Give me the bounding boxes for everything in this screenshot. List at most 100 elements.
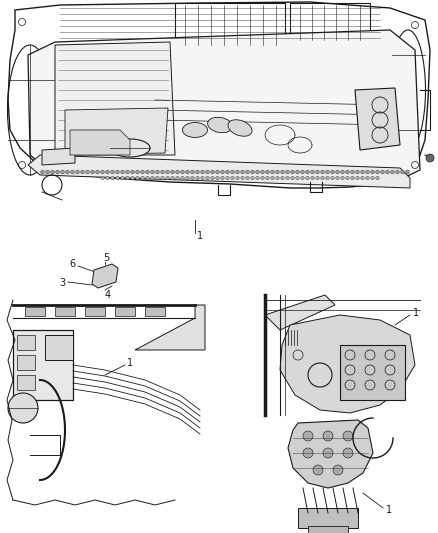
Polygon shape xyxy=(135,305,205,350)
Circle shape xyxy=(300,170,304,174)
Circle shape xyxy=(106,176,109,180)
Circle shape xyxy=(370,170,374,174)
Circle shape xyxy=(125,170,129,174)
Text: 1: 1 xyxy=(197,231,203,241)
Circle shape xyxy=(310,176,314,180)
Circle shape xyxy=(395,170,399,174)
Polygon shape xyxy=(279,315,414,413)
Polygon shape xyxy=(287,420,372,488)
Circle shape xyxy=(405,170,409,174)
Circle shape xyxy=(275,176,279,180)
Circle shape xyxy=(150,170,154,174)
Circle shape xyxy=(290,176,293,180)
Circle shape xyxy=(160,176,164,180)
Circle shape xyxy=(225,176,229,180)
Circle shape xyxy=(230,176,234,180)
Circle shape xyxy=(340,170,344,174)
Circle shape xyxy=(370,176,374,180)
Circle shape xyxy=(220,176,224,180)
Circle shape xyxy=(295,176,299,180)
Bar xyxy=(45,335,73,360)
Polygon shape xyxy=(55,42,175,155)
Circle shape xyxy=(200,170,204,174)
Circle shape xyxy=(215,170,219,174)
Circle shape xyxy=(330,176,334,180)
Circle shape xyxy=(115,170,119,174)
Circle shape xyxy=(300,176,304,180)
Circle shape xyxy=(135,176,139,180)
Circle shape xyxy=(170,176,174,180)
Circle shape xyxy=(185,176,189,180)
Bar xyxy=(55,307,75,316)
Circle shape xyxy=(145,176,149,180)
Circle shape xyxy=(320,170,324,174)
Circle shape xyxy=(305,170,309,174)
Bar xyxy=(85,307,105,316)
Circle shape xyxy=(65,170,69,174)
Circle shape xyxy=(60,170,64,174)
Circle shape xyxy=(155,170,159,174)
Circle shape xyxy=(260,170,264,174)
Circle shape xyxy=(265,176,268,180)
Circle shape xyxy=(345,170,349,174)
Circle shape xyxy=(285,170,289,174)
Circle shape xyxy=(105,170,109,174)
Circle shape xyxy=(320,176,324,180)
Circle shape xyxy=(280,170,284,174)
Polygon shape xyxy=(42,148,75,165)
Circle shape xyxy=(295,170,299,174)
Bar xyxy=(13,330,73,400)
Circle shape xyxy=(360,170,364,174)
Circle shape xyxy=(275,170,279,174)
Circle shape xyxy=(175,176,179,180)
Bar xyxy=(339,345,404,400)
Text: 3: 3 xyxy=(59,278,65,288)
Circle shape xyxy=(290,170,294,174)
Circle shape xyxy=(85,170,89,174)
Circle shape xyxy=(120,170,124,174)
Circle shape xyxy=(116,176,119,180)
Circle shape xyxy=(310,170,314,174)
Circle shape xyxy=(390,170,394,174)
Circle shape xyxy=(250,170,254,174)
Circle shape xyxy=(340,176,343,180)
Circle shape xyxy=(425,154,433,162)
Circle shape xyxy=(332,465,342,475)
Ellipse shape xyxy=(110,139,150,157)
Text: 5: 5 xyxy=(102,253,109,263)
Circle shape xyxy=(325,170,329,174)
Circle shape xyxy=(200,176,204,180)
Circle shape xyxy=(90,170,94,174)
Ellipse shape xyxy=(182,123,207,138)
Circle shape xyxy=(55,170,60,174)
Circle shape xyxy=(175,170,179,174)
Circle shape xyxy=(195,176,199,180)
Bar xyxy=(115,307,135,316)
Bar xyxy=(297,508,357,528)
Circle shape xyxy=(210,176,214,180)
Circle shape xyxy=(305,176,309,180)
Polygon shape xyxy=(265,295,334,330)
Circle shape xyxy=(325,176,328,180)
Circle shape xyxy=(245,176,249,180)
Circle shape xyxy=(330,170,334,174)
Circle shape xyxy=(135,170,139,174)
Circle shape xyxy=(360,176,364,180)
Circle shape xyxy=(315,170,319,174)
Circle shape xyxy=(374,170,378,174)
Bar xyxy=(17,355,35,370)
Circle shape xyxy=(345,176,349,180)
Circle shape xyxy=(240,170,244,174)
Circle shape xyxy=(160,170,164,174)
Circle shape xyxy=(110,170,114,174)
Circle shape xyxy=(335,170,339,174)
Bar xyxy=(175,3,284,48)
Circle shape xyxy=(365,170,369,174)
Text: 6: 6 xyxy=(69,259,75,269)
Circle shape xyxy=(150,176,154,180)
Circle shape xyxy=(50,170,54,174)
Circle shape xyxy=(71,170,74,174)
Circle shape xyxy=(240,176,244,180)
Circle shape xyxy=(260,176,264,180)
Circle shape xyxy=(180,176,184,180)
